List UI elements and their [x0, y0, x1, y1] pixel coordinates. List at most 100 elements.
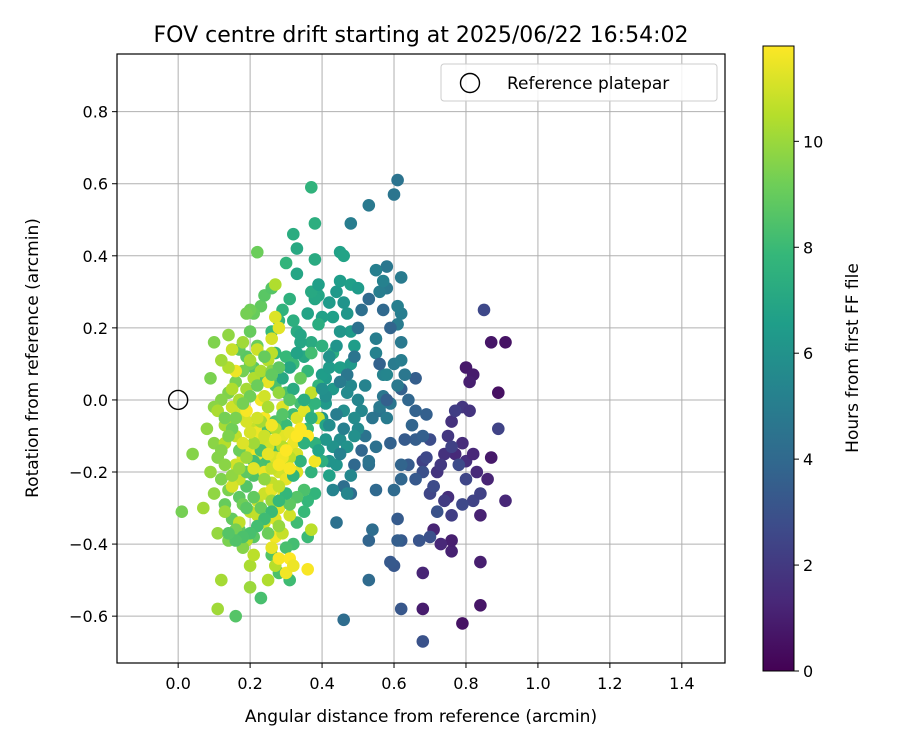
data-point-327 — [222, 328, 235, 342]
data-point-152 — [287, 227, 300, 241]
data-point-384 — [294, 328, 307, 342]
data-point-392 — [294, 454, 307, 468]
data-point-51 — [423, 530, 437, 544]
data-point-105 — [391, 173, 404, 187]
data-point-236 — [197, 501, 210, 515]
data-point-351 — [258, 472, 271, 486]
data-point-52 — [412, 534, 426, 547]
data-point-226 — [207, 336, 221, 349]
data-point-214 — [250, 245, 264, 259]
data-point-99 — [380, 260, 394, 273]
data-point-63 — [416, 429, 430, 443]
data-point-383 — [301, 307, 315, 320]
data-point-245 — [247, 548, 260, 562]
chart-title: FOV centre drift starting at 2025/06/22 … — [154, 23, 689, 48]
data-point-11 — [445, 534, 458, 547]
data-point-421 — [233, 462, 246, 475]
colorbar-tick-label-0: 0 — [803, 662, 813, 681]
data-point-50 — [430, 505, 444, 518]
data-point-354 — [366, 523, 379, 536]
data-point-93 — [394, 354, 408, 367]
data-point-60 — [409, 472, 422, 486]
data-point-64 — [420, 408, 433, 421]
y-tick-label-4: 0.2 — [83, 319, 108, 338]
data-point-413 — [250, 379, 264, 392]
data-point-339 — [283, 498, 297, 511]
data-point-81 — [369, 440, 383, 454]
data-point-227 — [200, 422, 214, 436]
data-point-71 — [394, 472, 408, 486]
data-point-370 — [337, 422, 351, 436]
data-point-335 — [312, 444, 325, 457]
data-point-79 — [330, 516, 343, 529]
y-axis-ticks: −0.6 −0.4 −0.2 0.0 0.2 0.4 0.6 0.8 — [69, 103, 117, 626]
data-point-115 — [351, 393, 365, 407]
data-point-443 — [265, 418, 279, 432]
data-point-422 — [240, 451, 253, 464]
reference-marker — [167, 389, 189, 411]
data-point-225 — [204, 372, 217, 385]
data-point-140 — [333, 274, 347, 288]
data-point-286 — [265, 541, 279, 554]
data-point-109 — [369, 346, 383, 360]
data-point-439 — [283, 462, 297, 475]
data-point-423 — [247, 436, 260, 450]
data-point-378 — [323, 350, 336, 364]
data-point-21 — [466, 447, 480, 461]
data-point-35 — [448, 404, 462, 418]
data-point-37 — [492, 422, 505, 436]
data-point-425 — [261, 400, 275, 414]
data-point-111 — [380, 368, 394, 382]
data-point-117 — [348, 411, 361, 425]
data-point-274 — [269, 278, 282, 291]
data-point-66 — [405, 418, 419, 432]
data-point-419 — [218, 458, 232, 472]
data-point-353 — [272, 519, 286, 533]
data-point-15 — [474, 509, 487, 522]
data-point-180 — [297, 505, 311, 518]
colorbar-ticks: 0 2 4 6 8 10 — [794, 132, 823, 681]
data-point-395 — [272, 494, 286, 508]
data-point-22 — [456, 436, 469, 450]
data-point-53 — [416, 635, 430, 648]
colorbar — [762, 45, 795, 672]
data-point-0 — [499, 336, 512, 349]
data-point-150 — [290, 267, 304, 281]
data-point-332 — [315, 339, 329, 353]
x-axis-ticks: 0.0 0.2 0.4 0.6 0.8 1.0 1.2 1.4 — [165, 663, 695, 693]
data-point-240 — [211, 602, 224, 616]
data-point-97 — [391, 299, 404, 313]
data-point-145 — [326, 310, 340, 324]
data-point-387 — [276, 372, 289, 385]
y-tick-label-0: −0.6 — [69, 607, 108, 626]
data-point-371 — [333, 447, 347, 461]
y-tick-label-3: 0.0 — [83, 391, 108, 410]
y-tick-label-5: 0.4 — [83, 247, 108, 266]
data-point-74 — [387, 483, 401, 497]
data-point-142 — [351, 281, 365, 295]
data-point-268 — [254, 364, 268, 378]
data-point-58 — [391, 534, 404, 547]
data-point-434 — [236, 436, 250, 450]
data-point-382 — [312, 278, 325, 291]
data-point-151 — [290, 242, 304, 255]
data-point-243 — [261, 573, 275, 587]
plot-frame — [116, 53, 726, 664]
x-tick-label-3: 0.6 — [381, 674, 406, 693]
data-point-329 — [272, 386, 286, 400]
data-point-292 — [308, 454, 322, 468]
data-point-389 — [297, 393, 311, 407]
data-point-369 — [330, 408, 343, 421]
data-point-155 — [305, 181, 318, 194]
data-point-28 — [434, 458, 448, 472]
data-point-163 — [279, 256, 293, 270]
data-point-43 — [452, 458, 466, 472]
data-point-326 — [215, 354, 228, 367]
data-point-4 — [463, 375, 476, 389]
data-point-7 — [474, 599, 487, 612]
data-point-336 — [323, 469, 336, 482]
data-point-103 — [369, 263, 383, 277]
x-tick-label-4: 0.8 — [453, 674, 478, 693]
data-point-239 — [215, 573, 228, 587]
data-point-9 — [474, 555, 487, 569]
